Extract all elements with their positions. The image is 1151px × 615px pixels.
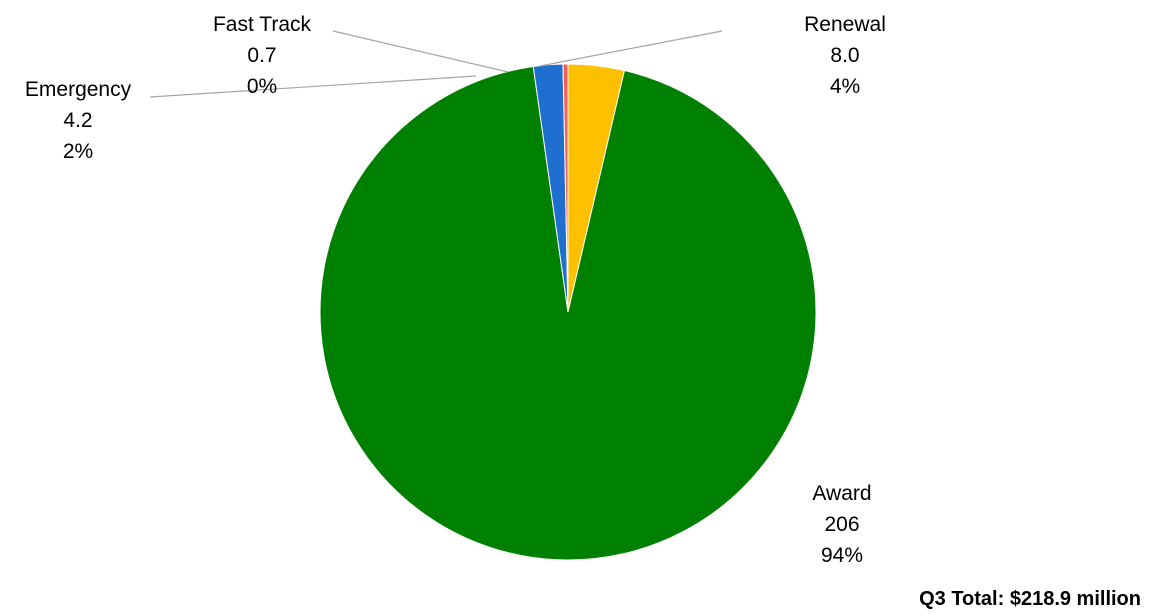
pie-slices bbox=[319, 63, 817, 561]
total-label: Q3 Total: $218.9 million bbox=[919, 588, 1141, 610]
slice-label-percent-fast-track: 0% bbox=[247, 75, 277, 98]
slice-labels: Renewal 8.0 4% Award 206 94% Emergency 4.2 2% Fas… bbox=[25, 13, 886, 567]
slice-label-percent-emergency: 2% bbox=[63, 140, 93, 163]
slice-label-percent-award: 94% bbox=[821, 544, 863, 567]
leader-line-renewal bbox=[539, 30, 723, 67]
slice-label-percent-renewal: 4% bbox=[830, 75, 860, 98]
slice-label-name-renewal: Renewal bbox=[804, 13, 886, 36]
slice-label-value-renewal: 8.0 bbox=[830, 44, 859, 67]
leader-line-fast-track bbox=[332, 30, 509, 73]
slice-label-name-award: Award bbox=[812, 482, 871, 505]
slice-label-value-fast-track: 0.7 bbox=[247, 44, 276, 67]
leader-lines bbox=[149, 30, 723, 98]
slice-label-value-award: 206 bbox=[824, 513, 859, 536]
slice-label-name-emergency: Emergency bbox=[25, 78, 132, 101]
pie-slice-award bbox=[319, 65, 817, 561]
leader-line-emergency bbox=[149, 75, 477, 98]
pie-slice-fast-track bbox=[562, 63, 569, 313]
slice-label-value-emergency: 4.2 bbox=[63, 109, 92, 132]
slice-label-name-fast-track: Fast Track bbox=[213, 13, 312, 36]
